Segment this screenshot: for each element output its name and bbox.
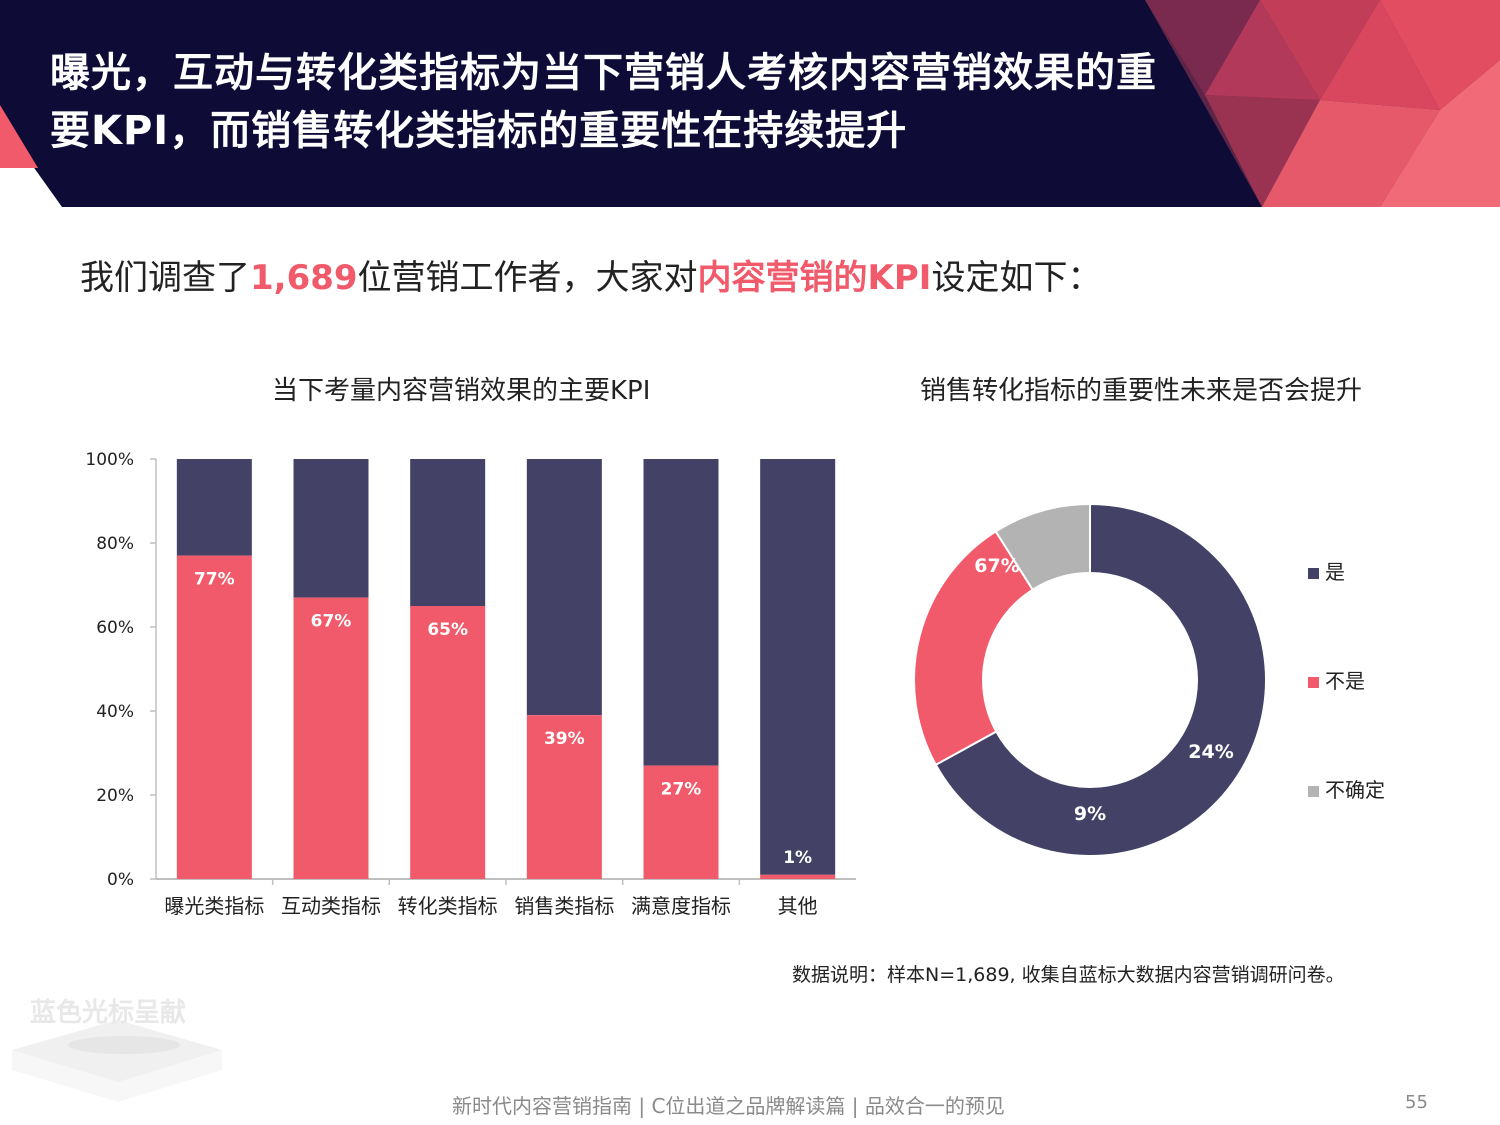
bar-value [176,555,252,879]
legend-swatch-no [1308,677,1319,688]
donut-slice [913,530,1035,767]
legend-swatch-yes [1308,568,1319,579]
bar-data-label: 1% [783,848,812,868]
bar-chart-title: 当下考量内容营销效果的主要KPI [272,376,651,406]
watermark-text: 蓝色光标呈献 [30,998,187,1028]
legend-item-unsure: 不确定 [1308,774,1385,803]
legend-label-yes: 是 [1325,560,1345,584]
intro-middle: 位营销工作者，大家对 [357,258,698,298]
bar-data-label: 67% [311,612,352,632]
x-tick-label: 曝光类指标 [164,894,264,918]
watermark-logo-icon [12,1020,222,1102]
bar-value [760,874,836,879]
bar-remainder [526,459,602,716]
donut-slice [934,502,1267,857]
intro-count: 1,689 [250,258,358,298]
bar-remainder [410,459,486,606]
legend-swatch-unsure [1308,786,1319,797]
donut-data-label: 24% [1188,741,1233,763]
bar-remainder [176,459,252,556]
page-title: 曝光，互动与转化类指标为当下营销人考核内容营销效果的重要KPI，而销售转化类指标… [50,50,1157,154]
legend-label-unsure: 不确定 [1325,778,1385,802]
y-tick-label: 100% [85,450,134,470]
header-band [0,0,1500,207]
bar-data-label: 27% [661,780,702,800]
intro-highlight: 内容营销的KPI [697,258,932,298]
bar-value [410,606,486,879]
intro-suffix: 设定如下： [931,258,1102,298]
legend-item-yes: 是 [1308,556,1345,585]
x-tick-label: 满意度指标 [631,894,731,918]
y-tick-label: 0% [107,870,134,890]
donut-data-label: 9% [1074,803,1106,825]
bar-value [526,715,602,879]
bar-data-label: 65% [427,620,468,640]
y-tick-label: 80% [96,534,134,554]
y-tick-label: 20% [96,786,134,806]
y-tick-label: 40% [96,702,134,722]
legend-label-no: 不是 [1325,669,1365,693]
data-note: 数据说明：样本N=1,689, 收集自蓝标大数据内容营销调研问卷。 [792,964,1345,986]
footer-text: 新时代内容营销指南 | C位出道之品牌解读篇 | 品效合一的预见 [452,1094,1005,1118]
bar-remainder [293,459,369,598]
survey-intro: 我们调查了1,689位营销工作者，大家对内容营销的KPI设定如下： [80,250,1101,299]
intro-prefix: 我们调查了 [80,258,250,298]
legend-item-no: 不是 [1308,665,1365,694]
bar-value [643,765,719,879]
donut-chart-title: 销售转化指标的重要性未来是否会提升 [920,376,1363,406]
x-tick-label: 互动类指标 [281,894,381,918]
y-tick-label: 60% [96,618,134,638]
kpi-bar-chart: 0% 20% 40% 60% 80% 100% 77% 曝光类指标 67% 互动类指标 65% 转化类… [85,450,856,918]
donut-data-label: 67% [974,555,1019,577]
x-tick-label: 转化类指标 [398,894,498,918]
kpi-donut-chart: 67% 24% 9% [913,502,1267,857]
bar-data-label: 39% [544,729,585,749]
bar-remainder [643,459,719,766]
x-tick-label: 销售类指标 [514,894,614,918]
x-tick-label: 其他 [778,894,818,918]
bar-value [293,597,369,879]
donut-slice [994,502,1091,592]
page-number: 55 [1405,1092,1428,1113]
bar-remainder [760,459,836,875]
bar-data-label: 77% [194,570,235,590]
